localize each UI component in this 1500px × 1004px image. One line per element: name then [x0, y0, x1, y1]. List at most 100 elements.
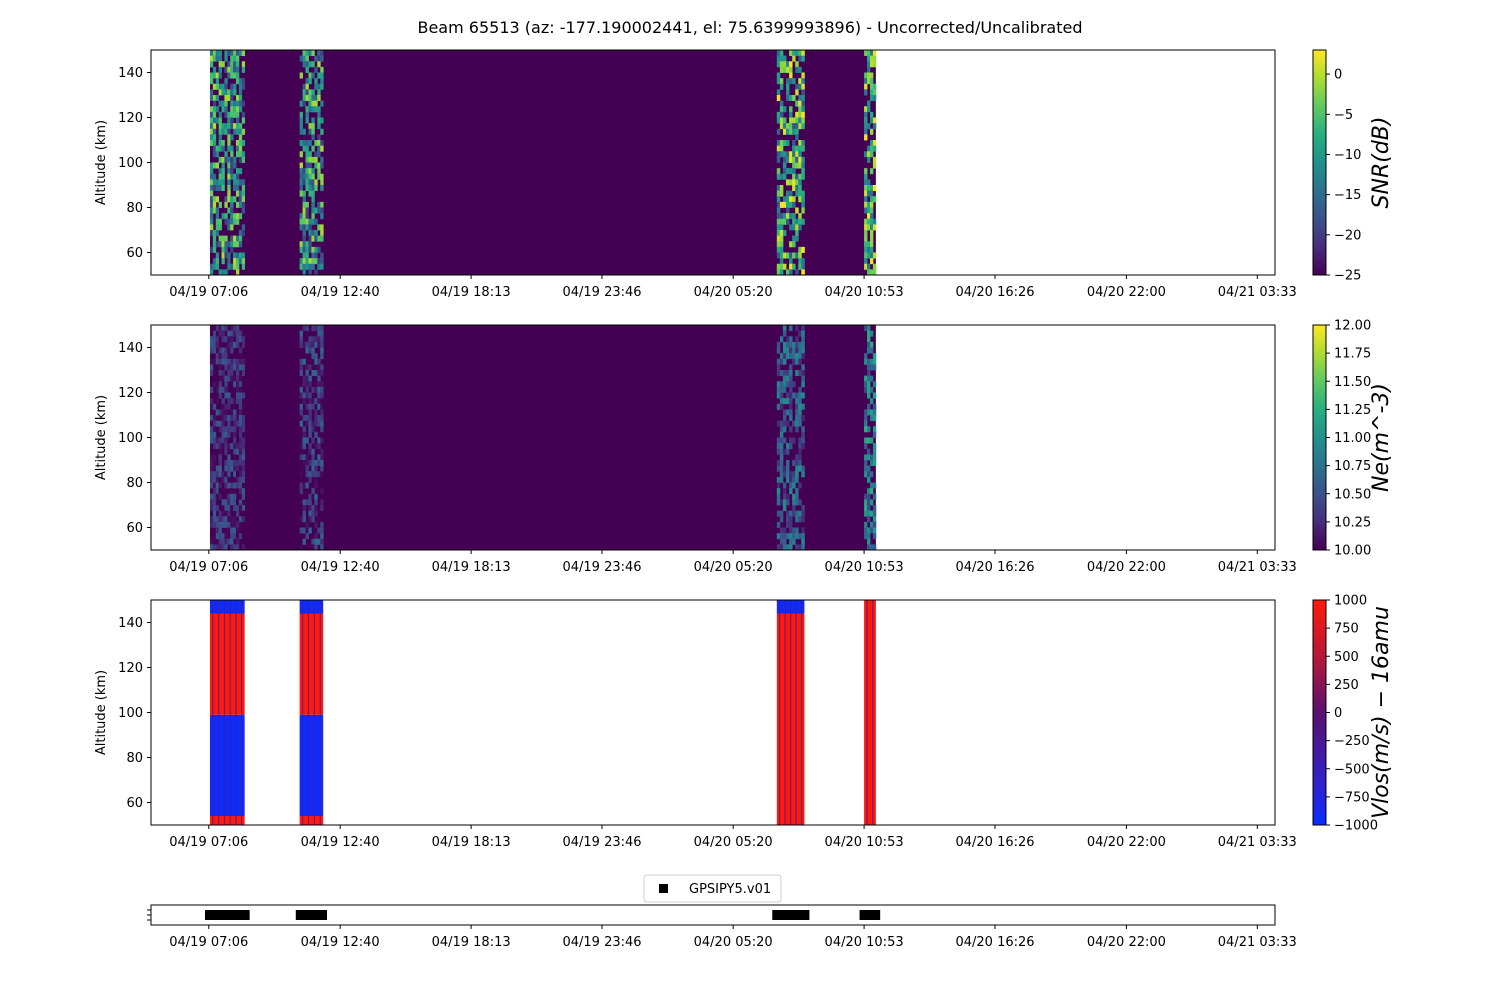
- heatmap-cell: [786, 398, 790, 405]
- x-tick-label: 04/20 10:53: [825, 935, 904, 950]
- heatmap-cell: [305, 533, 309, 540]
- heatmap-cell: [314, 83, 318, 90]
- heatmap-cell: [795, 527, 799, 534]
- heatmap-cell: [224, 392, 228, 399]
- heatmap-cell: [238, 213, 243, 220]
- heatmap-cell: [238, 100, 243, 107]
- heatmap-cell: [798, 106, 802, 113]
- heatmap-cell: [230, 72, 234, 79]
- heatmap-cell: [798, 123, 802, 130]
- heatmap-cell: [241, 516, 246, 523]
- x-tick-label: 04/21 03:33: [1218, 285, 1297, 300]
- heatmap-cell: [786, 269, 790, 276]
- heatmap-cell: [798, 162, 802, 169]
- heatmap-cell: [209, 538, 214, 545]
- heatmap-cell: [215, 364, 220, 371]
- heatmap-cell: [299, 218, 303, 225]
- heatmap-cell: [872, 263, 877, 270]
- heatmap-cell: [227, 398, 231, 405]
- heatmap-cell: [311, 353, 315, 360]
- heatmap-cell: [776, 140, 781, 147]
- heatmap-cell: [869, 61, 874, 68]
- heatmap-cell: [776, 185, 781, 192]
- heatmap-cell: [320, 527, 324, 534]
- heatmap-cell: [798, 246, 802, 253]
- heatmap-cell: [227, 516, 231, 523]
- heatmap-cell: [311, 128, 315, 135]
- heatmap-cell: [789, 364, 793, 371]
- heatmap-cell: [209, 482, 214, 489]
- heatmap-cell: [320, 499, 324, 506]
- y-tick-label: 100: [118, 431, 143, 446]
- heatmap-cell: [867, 330, 871, 337]
- heatmap-cell: [864, 235, 868, 242]
- heatmap-cell: [869, 415, 874, 422]
- heatmap-cell: [308, 499, 312, 506]
- heatmap-cell: [218, 179, 222, 186]
- heatmap-cell: [872, 140, 877, 147]
- heatmap-cell: [779, 426, 784, 433]
- x-tick-label: 04/21 03:33: [1218, 835, 1297, 850]
- heatmap-cell: [241, 465, 246, 472]
- heatmap-cell: [212, 207, 217, 214]
- heatmap-cell: [792, 538, 796, 545]
- heatmap-cell: [801, 168, 805, 175]
- heatmap-cell: [782, 505, 787, 512]
- heatmap-cell: [218, 241, 222, 248]
- heatmap-cell: [299, 499, 303, 506]
- heatmap-cell: [792, 347, 796, 354]
- heatmap-cell: [801, 196, 805, 203]
- heatmap-cell: [867, 499, 871, 506]
- heatmap-cell: [776, 493, 781, 500]
- heatmap-cell: [238, 95, 243, 102]
- heatmap-cell: [230, 409, 234, 416]
- heatmap-cell: [212, 145, 217, 152]
- heatmap-cell: [241, 128, 246, 135]
- heatmap-cell: [230, 218, 234, 225]
- heatmap-cell: [305, 173, 309, 180]
- heatmap-cell: [782, 381, 787, 388]
- heatmap-cell: [311, 100, 315, 107]
- heatmap-cell: [782, 375, 787, 382]
- heatmap-cell: [779, 454, 784, 461]
- heatmap-cell: [779, 533, 784, 540]
- y-axis-label: Altitude (km): [94, 670, 109, 755]
- heatmap-cell: [230, 224, 234, 231]
- heatmap-cell: [776, 476, 781, 483]
- heatmap-cell: [311, 420, 315, 427]
- heatmap-cell: [786, 476, 790, 483]
- heatmap-cell: [212, 50, 217, 57]
- heatmap-cell: [320, 201, 324, 208]
- heatmap-cell: [233, 415, 237, 422]
- heatmap-cell: [867, 437, 871, 444]
- heatmap-cell: [864, 460, 868, 467]
- heatmap-cell: [782, 263, 787, 270]
- heatmap-cell: [782, 330, 787, 337]
- heatmap-cell: [233, 437, 237, 444]
- heatmap-cell: [233, 100, 237, 107]
- heatmap-cell: [867, 533, 871, 540]
- heatmap-cell: [311, 426, 315, 433]
- heatmap-cell: [238, 50, 243, 57]
- heatmap-cell: [230, 330, 234, 337]
- heatmap-cell: [215, 420, 220, 427]
- heatmap-cell: [311, 106, 315, 113]
- heatmap-cell: [308, 364, 312, 371]
- heatmap-cell: [212, 151, 217, 158]
- heatmap-cell: [224, 499, 228, 506]
- heatmap-cell: [224, 538, 228, 545]
- heatmap-cell: [233, 325, 237, 332]
- velocity-band: [209, 714, 245, 816]
- heatmap-cell: [314, 358, 318, 365]
- heatmap-cell: [221, 185, 225, 192]
- heatmap-cell: [786, 544, 790, 551]
- heatmap-cell: [224, 358, 228, 365]
- heatmap-cell: [786, 471, 790, 478]
- heatmap-cell: [302, 190, 306, 197]
- heatmap-cell: [801, 95, 805, 102]
- heatmap-cell: [241, 140, 246, 147]
- heatmap-cell: [867, 263, 871, 270]
- heatmap-cell: [792, 471, 796, 478]
- heatmap-cell: [212, 330, 217, 337]
- heatmap-cell: [227, 258, 231, 265]
